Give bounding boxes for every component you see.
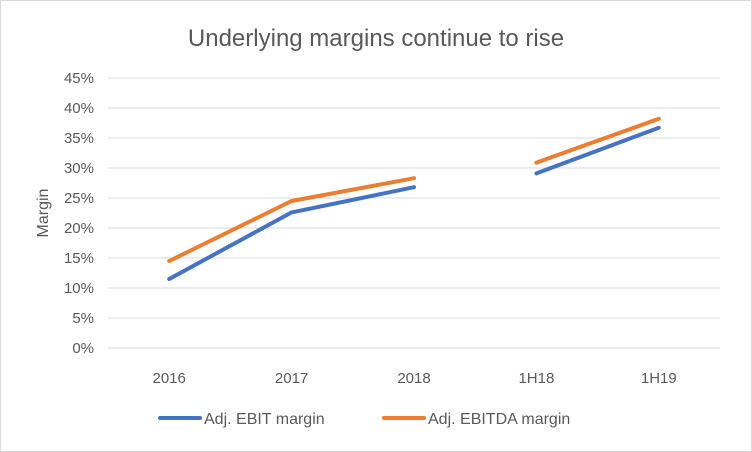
y-tick-label: 40% (64, 100, 94, 117)
x-tick-label: 1H18 (518, 370, 554, 387)
y-tick-label: 0% (72, 340, 94, 357)
x-tick-labels: 2016 2017 2018 1H18 1H19 (153, 370, 677, 387)
legend-label: Adj. EBIT margin (204, 411, 325, 428)
y-tick-labels: 0% 5% 10% 15% 20% 25% 30% 35% 40% 45% (64, 70, 94, 357)
x-tick-label: 2017 (275, 370, 308, 387)
series-line (167, 176, 416, 263)
series-line (167, 185, 416, 281)
y-tick-label: 35% (64, 130, 94, 147)
legend: Adj. EBIT margin Adj. EBITDA margin (158, 411, 570, 428)
legend-label: Adj. EBITDA margin (428, 411, 570, 428)
y-tick-label: 15% (64, 250, 94, 267)
y-tick-label: 45% (64, 70, 94, 87)
chart-title: Underlying margins continue to rise (188, 25, 564, 52)
y-axis-label: Margin (35, 189, 52, 238)
x-tick-label: 2016 (153, 370, 186, 387)
y-tick-label: 10% (64, 280, 94, 297)
x-tick-label: 2018 (397, 370, 430, 387)
y-tick-label: 30% (64, 160, 94, 177)
y-tick-label: 20% (64, 220, 94, 237)
series-line (534, 116, 661, 165)
y-tick-label: 25% (64, 190, 94, 207)
series-lines (167, 116, 661, 281)
y-tick-label: 5% (72, 310, 94, 327)
gridlines (108, 77, 720, 349)
series-line (534, 125, 661, 176)
x-tick-label: 1H19 (641, 370, 677, 387)
